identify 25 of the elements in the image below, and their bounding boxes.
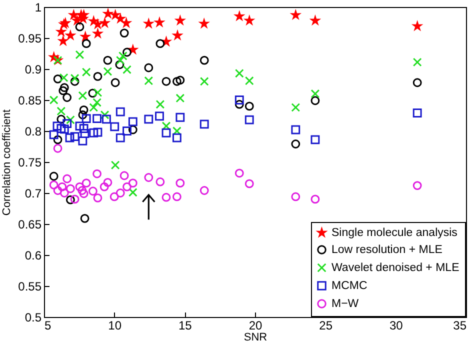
x-tick-label: 30 <box>389 318 404 332</box>
y-axis-title: Correlation coefficient <box>1 109 14 216</box>
y-tick-label: 0.75 <box>18 156 42 170</box>
y-tick-label: 1 <box>34 0 42 14</box>
legend-label: Wavelet denoised + MLE <box>332 262 460 274</box>
y-tick-label: 0.55 <box>18 280 42 294</box>
legend-label: Low resolution + MLE <box>332 244 443 256</box>
x-tick-label: 25 <box>319 318 333 332</box>
x-tick-label: 35 <box>453 318 467 332</box>
y-tick-label: 0.65 <box>18 218 42 232</box>
x-tick-label: 15 <box>178 318 192 332</box>
legend-label: M−W <box>332 298 359 310</box>
y-tick-label: 0.7 <box>24 186 42 200</box>
x-tick-label: 20 <box>248 318 262 332</box>
y-tick-label: 0.95 <box>18 32 42 46</box>
x-axis-title: SNR <box>244 332 268 344</box>
y-tick-label: 0.8 <box>24 124 42 138</box>
legend-label: Single molecule analysis <box>332 226 458 239</box>
y-tick-label: 0.6 <box>24 248 42 262</box>
legend-label: MCMC <box>332 280 368 292</box>
y-tick-label: 0.5 <box>24 310 42 324</box>
y-tick-label: 0.9 <box>24 62 42 76</box>
x-tick-label: 10 <box>108 318 122 332</box>
y-tick-label: 0.85 <box>18 94 42 108</box>
x-tick-label: 5 <box>44 318 52 332</box>
